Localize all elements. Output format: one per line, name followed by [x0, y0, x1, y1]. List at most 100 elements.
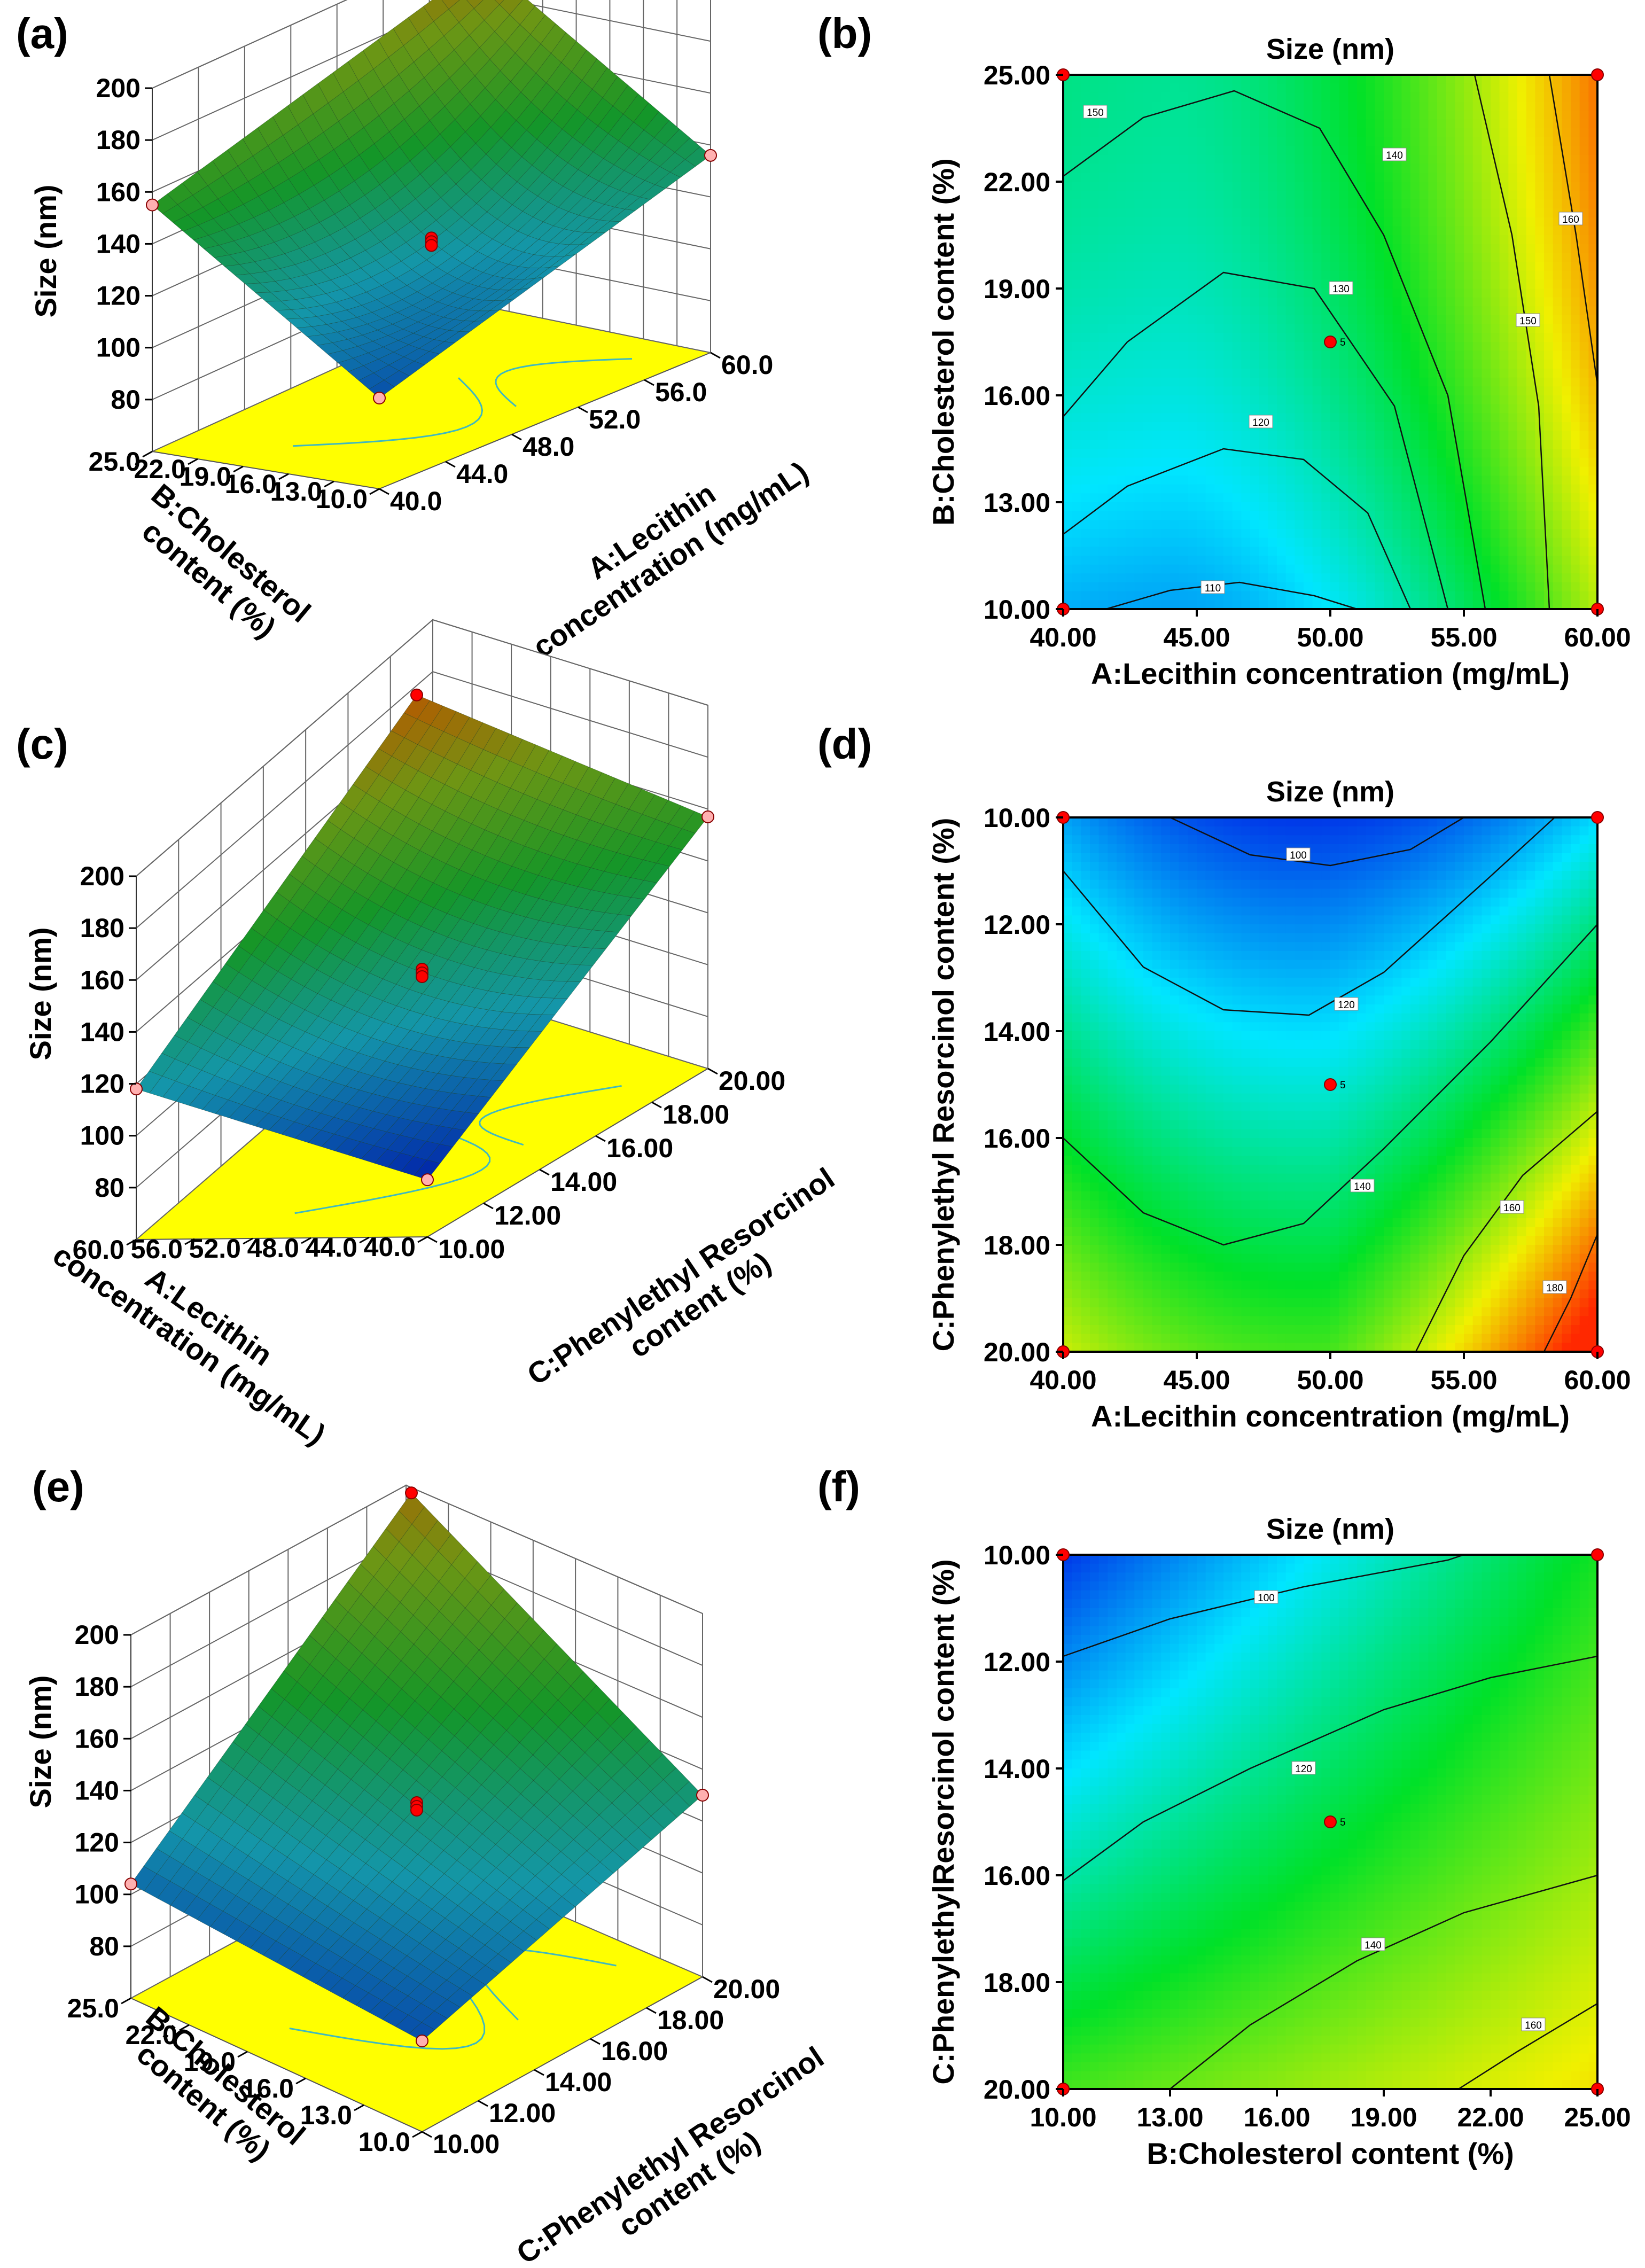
heat-cell	[1295, 306, 1304, 316]
heat-cell	[1098, 119, 1109, 129]
heat-cell	[1072, 235, 1082, 245]
heat-cell	[1179, 476, 1189, 485]
heat-cell	[1304, 270, 1313, 280]
heat-cell	[1214, 342, 1224, 352]
y-tick-label: 60.0	[73, 1235, 124, 1265]
heat-cell	[1125, 493, 1135, 503]
heat-cell	[1241, 333, 1251, 342]
heat-cell	[1108, 190, 1117, 200]
heat-cell	[1348, 208, 1358, 218]
heat-cell	[1482, 413, 1491, 423]
heat-cell	[1259, 235, 1269, 245]
heat-cell	[1223, 564, 1233, 574]
heat-cell	[1428, 493, 1438, 503]
heat-cell	[1197, 306, 1206, 316]
heat-cell	[1446, 493, 1456, 503]
heat-cell	[1357, 235, 1367, 245]
heat-cell	[1410, 556, 1420, 565]
heat-cell	[1161, 431, 1171, 441]
heat-cell	[1410, 502, 1420, 512]
heat-cell	[1312, 324, 1322, 334]
heat-cell	[1464, 75, 1474, 84]
heat-cell	[1419, 190, 1429, 200]
heat-cell	[1446, 110, 1456, 120]
heat-cell	[1250, 119, 1260, 129]
heat-cell	[1517, 199, 1527, 209]
heat-cell	[1197, 199, 1206, 209]
heat-cell	[1437, 529, 1447, 539]
heat-cell	[1464, 582, 1474, 592]
heat-cell	[1072, 360, 1082, 369]
heat-cell	[1161, 244, 1171, 254]
heat-cell	[1090, 324, 1100, 334]
heat-cell	[1170, 333, 1180, 342]
heat-cell	[1205, 289, 1215, 298]
heat-cell	[1072, 511, 1082, 521]
heat-cell	[1241, 529, 1251, 539]
heat-cell	[1464, 235, 1474, 245]
heat-cell	[1366, 315, 1376, 325]
heat-cell	[1117, 413, 1126, 423]
heat-cell	[1277, 119, 1287, 129]
heat-cell	[1081, 582, 1090, 592]
heat-cell	[1375, 173, 1384, 182]
heat-cell	[1259, 173, 1269, 182]
heat-cell	[1063, 573, 1073, 583]
heat-cell	[1366, 360, 1376, 369]
heat-cell	[1143, 493, 1153, 503]
heat-cell	[1375, 75, 1384, 84]
heat-cell	[1143, 431, 1153, 441]
x-tick-label: 18.00	[657, 2005, 724, 2035]
heat-cell	[1161, 493, 1171, 503]
x-tick-label: 60.0	[721, 350, 773, 380]
heat-cell	[1384, 369, 1393, 378]
heat-cell	[1410, 208, 1420, 218]
heat-cell	[1455, 573, 1464, 583]
heat-cell	[1535, 360, 1545, 369]
heat-cell	[1170, 315, 1180, 325]
x-tick-mark	[578, 406, 588, 414]
heat-cell	[1384, 270, 1393, 280]
heat-cell	[1152, 404, 1162, 414]
heat-cell	[1277, 556, 1287, 565]
heat-cell	[1526, 360, 1536, 369]
heat-cell	[1250, 279, 1260, 289]
heat-cell	[1491, 369, 1500, 378]
heat-cell	[1339, 573, 1349, 583]
heat-cell	[1472, 182, 1483, 191]
heat-cell	[1464, 297, 1474, 307]
heat-cell	[1491, 582, 1500, 592]
heat-cell	[1482, 564, 1491, 574]
heat-cell	[1321, 404, 1331, 414]
heat-cell	[1410, 537, 1420, 548]
heat-cell	[1072, 173, 1082, 182]
heat-cell	[1152, 297, 1162, 307]
heat-cell	[1205, 404, 1215, 414]
heat-cell	[1384, 350, 1393, 361]
heat-cell	[1134, 556, 1144, 565]
heat-cell	[1197, 395, 1206, 405]
heat-cell	[1197, 190, 1206, 200]
heat-cell	[1535, 502, 1545, 512]
heat-cell	[1295, 520, 1304, 529]
heat-cell	[1312, 333, 1322, 342]
heat-cell	[1304, 520, 1313, 529]
heat-cell	[1348, 119, 1358, 129]
heat-cell	[1277, 324, 1287, 334]
heat-cell	[1285, 386, 1296, 396]
heat-cell	[1232, 315, 1242, 325]
heat-cell	[1268, 529, 1277, 539]
heat-cell	[1446, 582, 1456, 592]
heat-cell	[1526, 110, 1536, 120]
heat-cell	[1455, 556, 1464, 565]
heat-cell	[1250, 591, 1260, 601]
heat-cell	[1179, 119, 1189, 129]
heat-cell	[1268, 244, 1277, 254]
heat-cell	[1188, 208, 1197, 218]
heat-cell	[1401, 466, 1411, 476]
heat-cell	[1232, 190, 1242, 200]
heat-cell	[1295, 413, 1304, 423]
heat-cell	[1143, 547, 1153, 556]
heat-cell	[1117, 190, 1126, 200]
heat-cell	[1170, 386, 1180, 396]
